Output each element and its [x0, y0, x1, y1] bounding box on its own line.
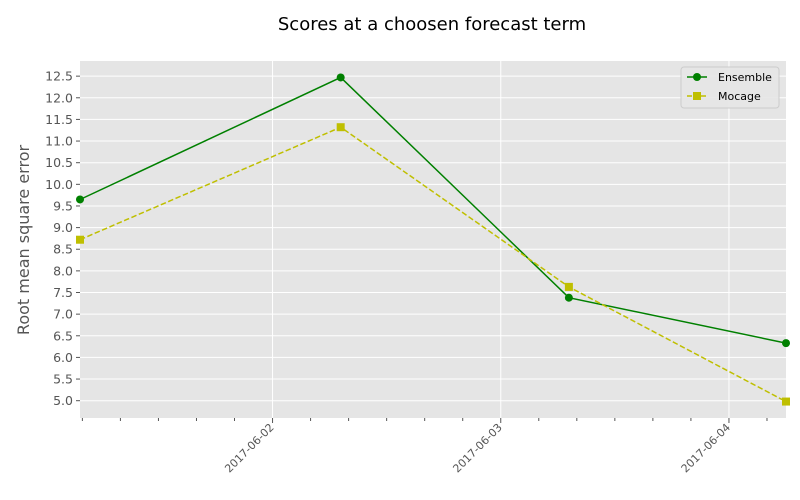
y-tick-label: 9.5 [53, 198, 73, 213]
legend: Ensemble Mocage [680, 66, 780, 109]
legend-label: Mocage [718, 90, 761, 103]
y-tick-label: 8.0 [53, 263, 73, 278]
y-tick-label: 12.5 [45, 69, 73, 84]
data-point-mocage [336, 123, 345, 132]
plot-area [80, 61, 786, 418]
data-point-ensemble [564, 293, 573, 302]
series-line-mocage [79, 126, 787, 403]
y-tick-label: 8.5 [53, 242, 73, 257]
series-line-ensemble [79, 76, 787, 344]
y-tick-label: 7.0 [53, 307, 73, 322]
x-tick-label: 2017-06-03 [450, 421, 504, 475]
series-lines [79, 76, 787, 403]
y-tick-label: 10.0 [45, 177, 73, 192]
series-markers [76, 73, 790, 406]
y-tick-label: 5.5 [53, 372, 73, 387]
data-point-mocage [564, 282, 573, 291]
data-point-ensemble [76, 195, 84, 204]
x-tick-label: 2017-06-04 [679, 421, 733, 475]
chart-title: Scores at a choosen forecast term [278, 14, 586, 35]
y-tick-label: 10.5 [45, 155, 73, 170]
y-tick-label: 11.5 [45, 112, 73, 127]
data-point-ensemble [336, 73, 345, 82]
data-point-mocage [76, 235, 84, 244]
y-tick-label: 9.0 [53, 220, 73, 235]
data-point-mocage [782, 397, 790, 406]
legend-swatch-marker [693, 92, 701, 100]
data-point-ensemble [782, 339, 790, 348]
y-tick-label: 6.5 [53, 328, 73, 343]
x-tick-label: 2017-06-02 [222, 421, 276, 475]
y-tick-label: 11.0 [45, 134, 73, 149]
legend-label: Ensemble [718, 71, 772, 84]
x-axis-ticks: 2017-06-02 2017-06-03 2017-06-04 [81, 418, 768, 475]
legend-swatch-marker [693, 73, 701, 81]
y-tick-label: 7.5 [53, 285, 73, 300]
y-axis-label: Root mean square error [14, 145, 33, 336]
y-tick-label: 6.0 [53, 350, 73, 365]
grid-lines [80, 61, 786, 418]
y-tick-label: 5.0 [53, 393, 73, 408]
y-axis-ticks: 5.0 5.5 6.0 6.5 7.0 7.5 8.0 8.5 9.0 9.5 10.0 10.5 11… [45, 69, 80, 408]
y-tick-label: 12.0 [45, 90, 73, 105]
